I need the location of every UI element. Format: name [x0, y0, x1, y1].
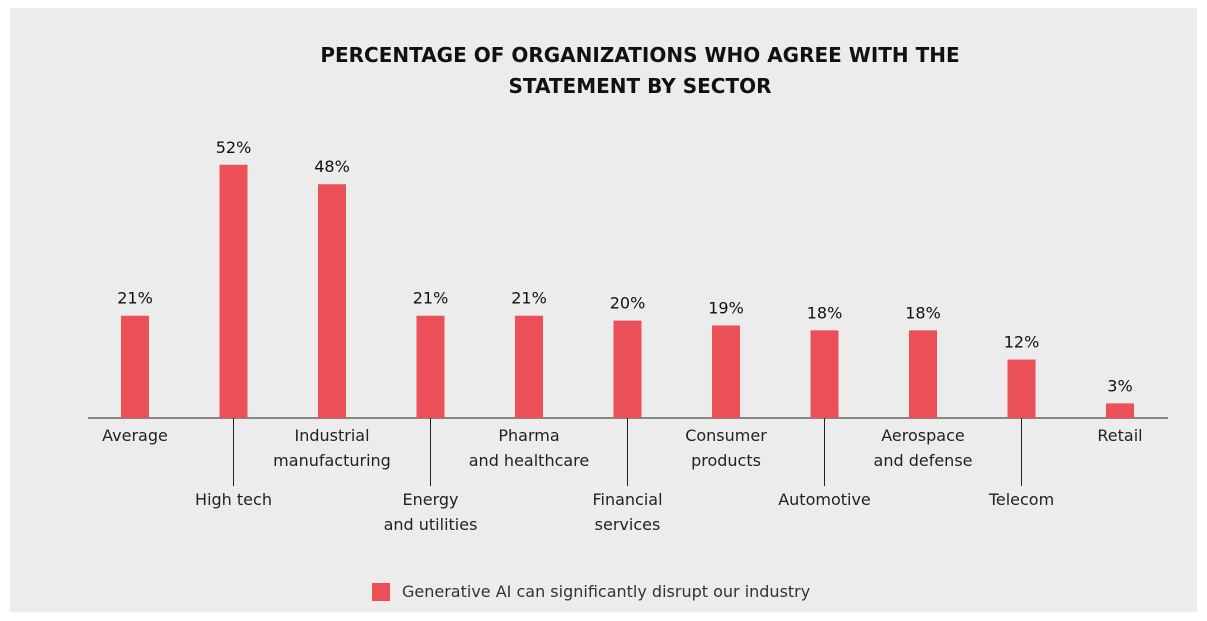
value-label: 19%	[708, 298, 744, 317]
value-label: 52%	[216, 138, 252, 157]
legend-label: Generative AI can significantly disrupt …	[402, 582, 810, 601]
x-tick-label: Pharma and healthcare	[468, 426, 590, 470]
value-label: 3%	[1107, 376, 1132, 395]
x-tick-label: Industrial manufacturing	[273, 426, 391, 470]
x-tick-label: Average	[102, 426, 168, 445]
x-tick-label: Telecom	[988, 490, 1055, 509]
bar	[810, 330, 839, 418]
value-label: 18%	[807, 303, 843, 322]
chart-title: PERCENTAGE OF ORGANIZATIONS WHO AGREE WI…	[320, 43, 960, 98]
bar	[909, 330, 937, 418]
bar	[515, 315, 543, 418]
bar	[712, 325, 740, 418]
value-label: 21%	[413, 289, 449, 308]
x-tick-label: Automotive	[778, 490, 871, 509]
x-tick-label: Financial services	[592, 490, 663, 534]
value-label: 21%	[117, 289, 153, 308]
bar	[1007, 359, 1036, 418]
x-tick-label: Aerospace and defense	[873, 426, 973, 470]
value-label: 20%	[610, 294, 646, 313]
x-tick-label: Consumer products	[685, 426, 767, 470]
value-label: 12%	[1004, 333, 1040, 352]
value-label: 48%	[314, 157, 350, 176]
x-tick-label: Energy and utilities	[383, 490, 478, 534]
bar	[219, 164, 248, 418]
x-tick-label: High tech	[195, 490, 272, 509]
value-label: 18%	[905, 303, 941, 322]
bar	[416, 315, 445, 418]
bar	[613, 320, 642, 418]
chart-panel	[10, 8, 1197, 612]
bar	[121, 315, 149, 418]
x-tick-label: Retail	[1097, 426, 1143, 445]
value-label: 21%	[511, 289, 547, 308]
bar	[318, 184, 346, 418]
legend-swatch	[372, 583, 390, 601]
bar	[1106, 403, 1134, 418]
